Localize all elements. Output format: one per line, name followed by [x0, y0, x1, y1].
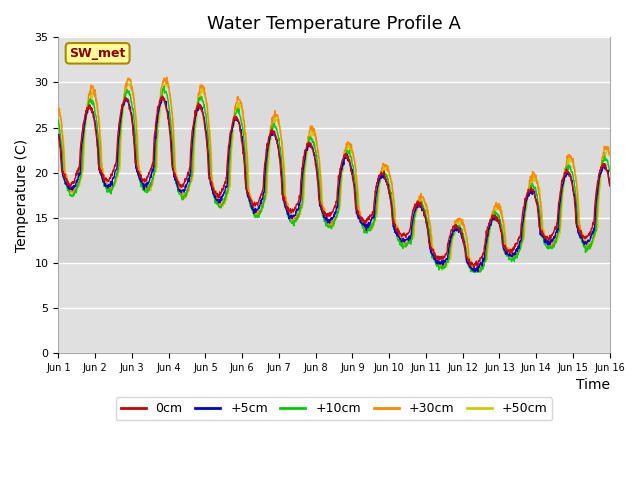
+5cm: [54, 132, 62, 138]
+30cm: [420, 195, 428, 201]
+5cm: [420, 210, 428, 216]
Bar: [58, 83, 610, 218]
+5cm: [492, 216, 500, 221]
+5cm: [177, 190, 185, 196]
+50cm: [239, 108, 247, 113]
+5cm: [164, 108, 172, 114]
0cm: [159, 93, 166, 99]
Line: 0cm: 0cm: [58, 96, 610, 268]
Y-axis label: Temperature (C): Temperature (C): [15, 139, 29, 252]
+50cm: [606, 153, 614, 158]
+10cm: [164, 96, 172, 102]
+30cm: [163, 74, 171, 80]
0cm: [54, 133, 62, 139]
+10cm: [492, 210, 500, 216]
+50cm: [541, 234, 548, 240]
0cm: [239, 151, 247, 156]
+10cm: [239, 129, 247, 134]
Legend: 0cm, +5cm, +10cm, +30cm, +50cm: 0cm, +5cm, +10cm, +30cm, +50cm: [116, 397, 552, 420]
+5cm: [541, 239, 548, 244]
+50cm: [177, 188, 185, 193]
+30cm: [239, 112, 247, 118]
+30cm: [474, 269, 481, 275]
Line: +50cm: +50cm: [58, 82, 610, 272]
+50cm: [164, 84, 172, 89]
+5cm: [159, 95, 167, 100]
+30cm: [54, 106, 62, 111]
Line: +30cm: +30cm: [58, 77, 610, 272]
+10cm: [469, 269, 477, 275]
Line: +5cm: +5cm: [58, 97, 610, 272]
+10cm: [177, 194, 185, 200]
0cm: [420, 208, 428, 214]
+10cm: [606, 168, 614, 173]
0cm: [541, 234, 548, 240]
+30cm: [606, 152, 614, 157]
+30cm: [164, 81, 172, 86]
+50cm: [54, 105, 62, 110]
0cm: [492, 214, 500, 219]
+50cm: [472, 269, 479, 275]
+5cm: [470, 269, 478, 275]
+10cm: [541, 240, 548, 246]
+10cm: [54, 117, 62, 123]
0cm: [470, 265, 477, 271]
+10cm: [420, 205, 428, 211]
+50cm: [124, 79, 132, 84]
+10cm: [160, 84, 168, 89]
+30cm: [177, 188, 185, 194]
+50cm: [492, 204, 500, 209]
Text: SW_met: SW_met: [69, 47, 126, 60]
Bar: [58, 218, 610, 263]
0cm: [177, 184, 185, 190]
Title: Water Temperature Profile A: Water Temperature Profile A: [207, 15, 461, 33]
Line: +10cm: +10cm: [58, 86, 610, 272]
+5cm: [606, 181, 614, 187]
+50cm: [420, 198, 428, 204]
+30cm: [492, 200, 500, 205]
+5cm: [239, 144, 247, 149]
0cm: [606, 183, 614, 189]
Text: Time: Time: [575, 378, 610, 392]
0cm: [164, 116, 172, 122]
+30cm: [541, 236, 548, 241]
